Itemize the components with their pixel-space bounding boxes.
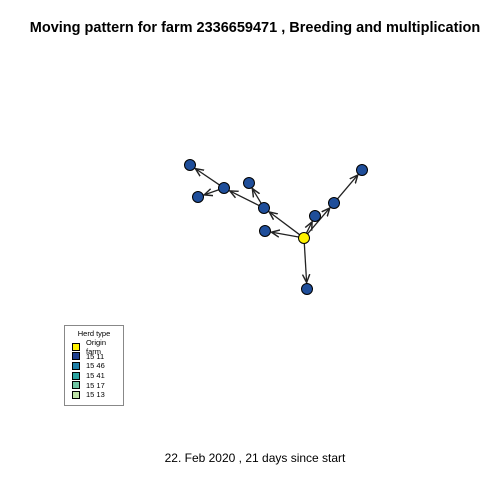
movement-edge: [307, 208, 330, 235]
movement-edge: [304, 243, 306, 282]
legend-swatch: [72, 390, 80, 399]
legend-item-15-46: 15 46: [72, 361, 123, 371]
farm-node: [356, 164, 368, 176]
farm-node: [309, 210, 321, 222]
legend-item-15-11: 15 11: [72, 352, 123, 362]
farm-node: [259, 225, 271, 237]
farm-node: [301, 283, 313, 295]
legend-swatch: [72, 381, 80, 390]
edges: [195, 169, 357, 283]
farm-node: [258, 202, 270, 214]
legend-item-15-41: 15 41: [72, 371, 123, 381]
legend-label: 15 17: [86, 380, 105, 390]
movement-edge: [204, 190, 220, 195]
legend-item-15-13: 15 13: [72, 390, 123, 400]
legend-item-15-17: 15 17: [72, 380, 123, 390]
farm-node: [192, 191, 204, 203]
legend-items: Origin farm 15 11 15 46 15 41 15 17 15 1…: [72, 338, 123, 400]
legend-label: 15 46: [86, 361, 105, 371]
farm-node: [184, 159, 196, 171]
legend: Herd type Origin farm 15 11 15 46 15 41 …: [64, 325, 124, 406]
farm-node: [218, 182, 230, 194]
legend-swatch: [72, 371, 80, 380]
origin-farm-node: [298, 232, 310, 244]
legend-title: Herd type: [77, 329, 111, 338]
date-caption: 22. Feb 2020 , 21 days since start: [164, 451, 346, 465]
farm-node: [328, 197, 340, 209]
diagram-title: Moving pattern for farm 2336659471 , Bre…: [29, 20, 480, 36]
legend-label: 15 41: [86, 371, 105, 381]
movement-edge: [269, 212, 300, 236]
movement-edge: [337, 175, 358, 200]
nodes: [184, 159, 368, 295]
movement-edge: [306, 222, 312, 234]
movement-edge: [271, 232, 299, 237]
legend-item-origin: Origin farm: [72, 338, 123, 356]
legend-label: 15 11: [86, 351, 105, 361]
legend-swatch: [72, 352, 80, 361]
legend-swatch: [72, 342, 80, 351]
farm-node: [243, 177, 255, 189]
movement-edge: [195, 169, 220, 186]
legend-label: Origin farm: [86, 337, 107, 356]
legend-label: 15 13: [86, 390, 105, 400]
movement-edge: [230, 191, 260, 207]
movement-edge: [252, 189, 262, 204]
legend-swatch: [72, 361, 80, 370]
